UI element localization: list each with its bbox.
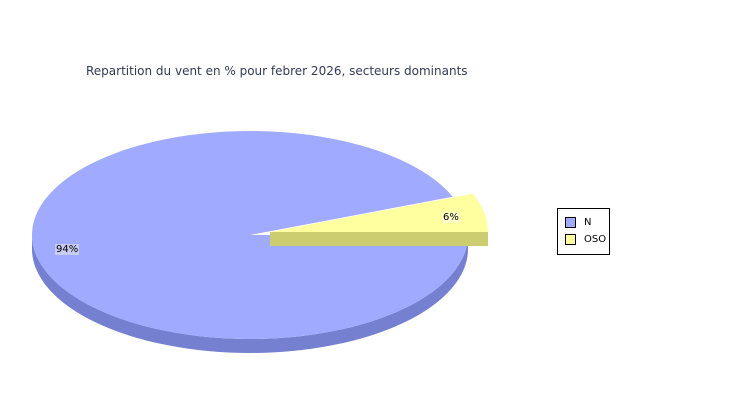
data-label-oso: 6% (442, 212, 460, 223)
slice-side-oso (270, 232, 488, 246)
legend: N OSO (557, 208, 610, 255)
data-label-n: 94% (55, 244, 80, 255)
slice-oso (270, 193, 488, 232)
legend-item-oso: OSO (565, 234, 606, 245)
legend-label: OSO (584, 234, 607, 245)
legend-item-n: N (565, 217, 591, 228)
slice-n (31, 130, 469, 339)
legend-swatch-n (565, 217, 576, 228)
chart-title: Repartition du vent en % pour febrer 202… (86, 64, 468, 78)
legend-swatch-oso (565, 234, 576, 245)
legend-label: N (584, 217, 592, 228)
